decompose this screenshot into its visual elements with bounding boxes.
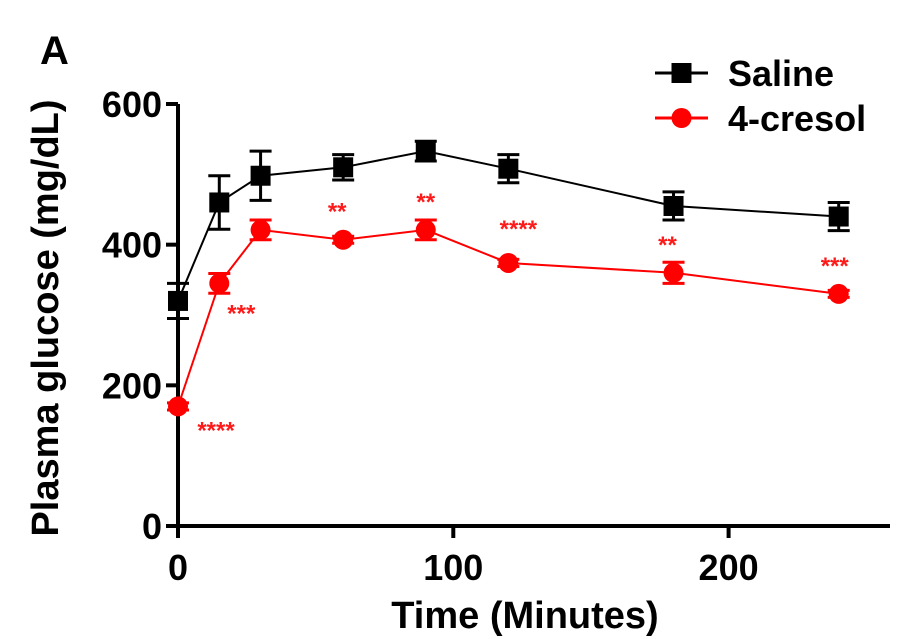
significance-marker: ** bbox=[658, 232, 677, 259]
data-point bbox=[209, 192, 230, 213]
significance-marker: ** bbox=[416, 189, 435, 216]
y-axis-title: Plasma glucose (mg/dL) bbox=[25, 99, 67, 536]
x-axis-title: Time (Minutes) bbox=[391, 595, 658, 637]
y-tick-label: 200 bbox=[102, 365, 162, 406]
panel-label: A bbox=[40, 29, 69, 73]
data-point bbox=[828, 283, 849, 304]
data-point bbox=[333, 157, 354, 178]
x-tick-label: 100 bbox=[423, 547, 483, 588]
data-point bbox=[333, 229, 354, 250]
x-tick-label: 200 bbox=[699, 547, 759, 588]
legend-label-4-cresol: 4-cresol bbox=[728, 98, 866, 139]
y-tick-label: 400 bbox=[102, 225, 162, 266]
y-tick-label: 600 bbox=[102, 84, 162, 125]
legend-marker-4-cresol bbox=[671, 108, 692, 128]
data-point bbox=[168, 396, 188, 417]
data-point bbox=[209, 273, 230, 294]
significance-marker: **** bbox=[197, 417, 235, 444]
data-point bbox=[250, 219, 271, 240]
significance-layer: ********* *********** bbox=[197, 189, 849, 445]
series-saline bbox=[167, 139, 850, 321]
significance-marker: ** bbox=[328, 199, 347, 226]
data-point bbox=[415, 141, 436, 162]
series-4-cresol bbox=[167, 218, 850, 417]
data-point bbox=[498, 158, 519, 179]
data-point bbox=[663, 195, 684, 216]
ticks: 0 200 400 600 0 100 200 bbox=[102, 84, 759, 588]
data-point bbox=[168, 290, 188, 311]
significance-marker: **** bbox=[500, 216, 538, 243]
significance-marker: *** bbox=[821, 253, 850, 280]
legend-marker-saline bbox=[671, 63, 692, 83]
data-point bbox=[415, 219, 436, 240]
y-tick-label: 0 bbox=[142, 506, 162, 547]
data-point bbox=[250, 165, 271, 186]
data-point bbox=[828, 206, 849, 227]
significance-marker: *** bbox=[227, 300, 256, 327]
series-layer bbox=[167, 139, 850, 417]
data-point bbox=[498, 252, 519, 273]
axes bbox=[176, 104, 890, 528]
data-point bbox=[663, 262, 684, 283]
legend-label-saline: Saline bbox=[728, 53, 834, 94]
x-tick-label: 0 bbox=[168, 547, 188, 588]
